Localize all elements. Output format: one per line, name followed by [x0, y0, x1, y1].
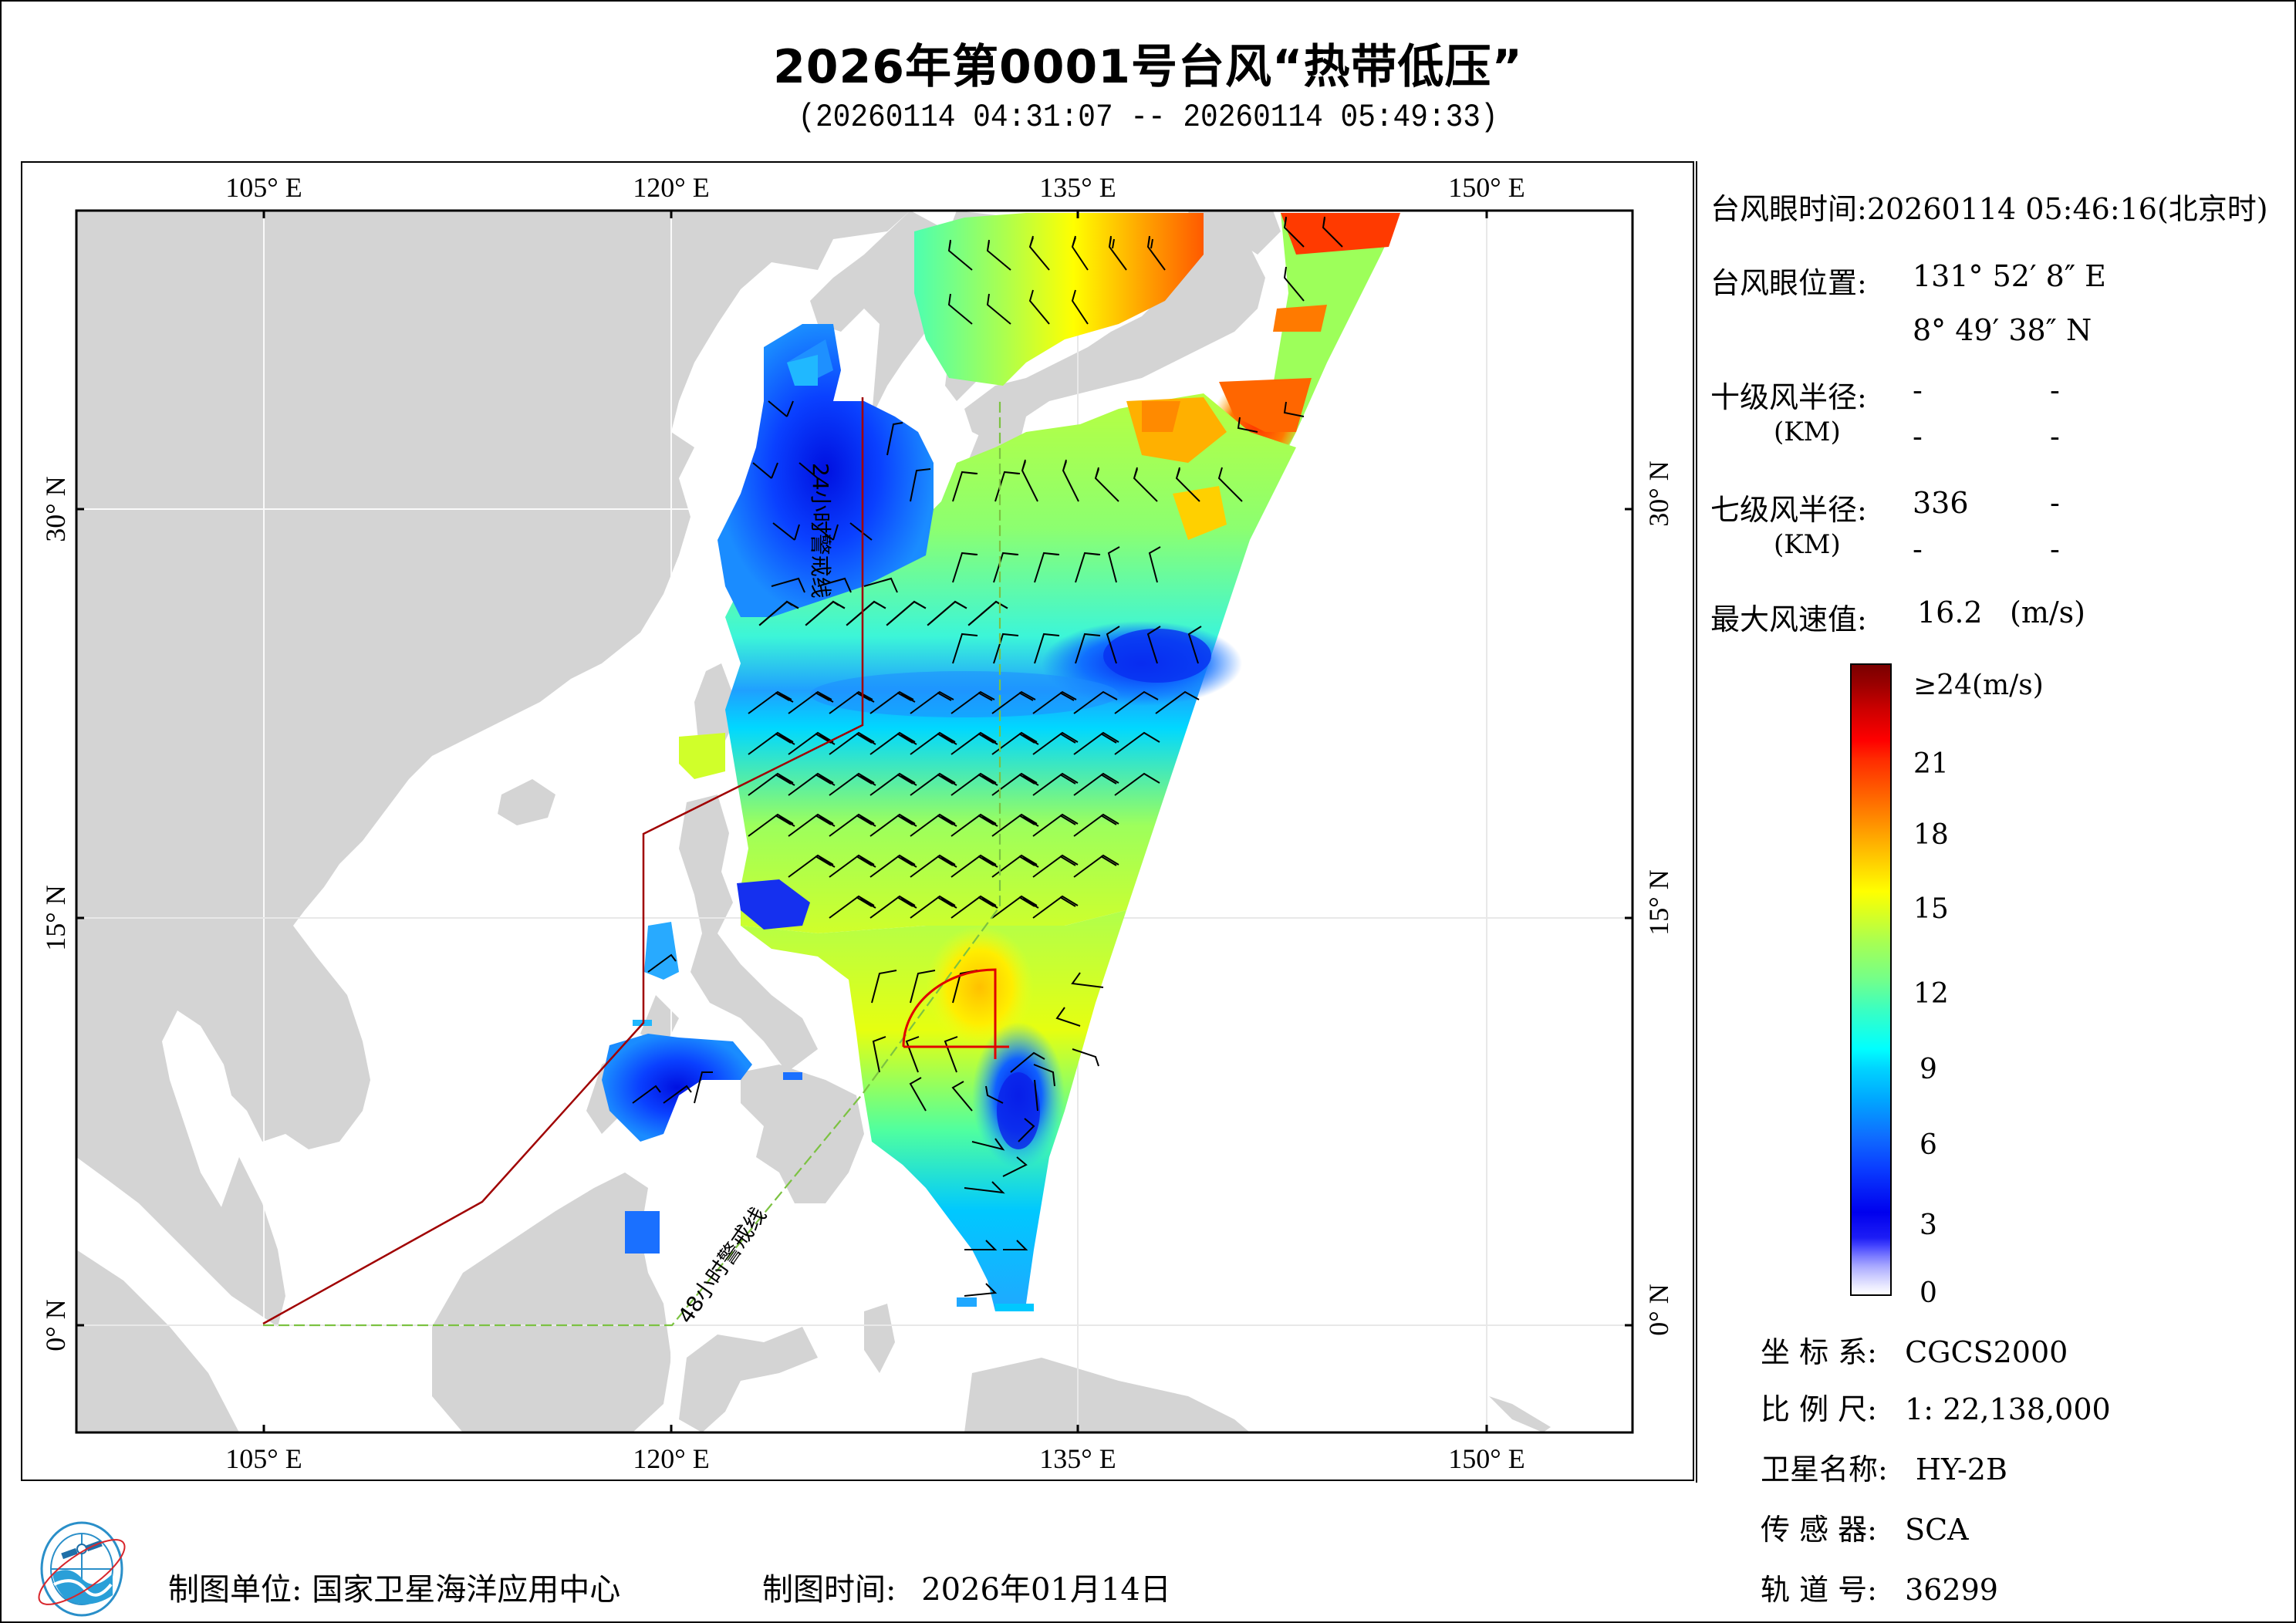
- scale-row: 比 例 尺: 1: 22,138,000: [1761, 1385, 2111, 1428]
- warning-line-48h: [263, 398, 1001, 1327]
- sensor-label: 传 感 器:: [1761, 1513, 1877, 1547]
- lat-label-right-30: 30° N: [1643, 461, 1674, 527]
- r7-value-se: -: [2050, 486, 2060, 520]
- colorbar-tick-18: 18: [1913, 819, 1949, 851]
- producer-label: 制图单位:: [168, 1572, 302, 1608]
- warning-line-24h: [262, 397, 864, 1325]
- barb-grid-ne: [748, 690, 1200, 919]
- observation-time-range: (20260114 04:31:07 -- 20260114 05:49:33): [798, 99, 1498, 136]
- satellite-value: HY-2B: [1915, 1453, 2007, 1486]
- barb-row: [758, 600, 1008, 626]
- r7-label: 七级风半径:: [1710, 493, 1867, 527]
- eye-time-value: 20260114 05:46:16(北京时): [1866, 192, 2268, 226]
- barb-grid-north: [947, 216, 1343, 664]
- r7-value-ne: 336: [1913, 486, 1969, 520]
- date-value: 2026年01月14日: [921, 1572, 1171, 1608]
- r7-value-sw: -: [1913, 532, 1923, 566]
- lat-label-right-15: 15° N: [1643, 869, 1674, 936]
- r10-unit: (KM): [1774, 417, 1841, 447]
- colorbar-tick-21: 21: [1913, 748, 1949, 780]
- colorbar-tick-6: 6: [1920, 1129, 1937, 1161]
- eye-longitude: 131° 52′ 8″ E: [1913, 259, 2106, 293]
- max-wind-unit: (m/s): [2010, 596, 2085, 629]
- eye-latitude: 8° 49′ 38″ N: [1913, 313, 2092, 347]
- colorbar-max-label: ≥24(m/s): [1913, 670, 2044, 701]
- scale-label: 比 例 尺:: [1761, 1392, 1877, 1426]
- lon-label-top-150: 150° E: [1448, 172, 1525, 203]
- page-title: 2026年第0001号台风“热带低压”: [773, 40, 1523, 94]
- scale-value: 1: 22,138,000: [1905, 1392, 2111, 1426]
- producer-row: 制图单位: 国家卫星海洋应用中心: [168, 1564, 620, 1609]
- r10-value-ne: -: [1913, 373, 1923, 407]
- lat-label-left-0: 0° N: [40, 1299, 71, 1351]
- orbit-row: 轨 道 号: 36299: [1761, 1566, 1998, 1608]
- max-wind-label: 最大风速值:: [1710, 602, 1867, 636]
- r10-value-se: -: [2050, 373, 2060, 407]
- colorbar-tick-0: 0: [1920, 1277, 1937, 1309]
- plot-border: [75, 209, 1634, 1434]
- colorbar-tick-15: 15: [1913, 893, 1949, 925]
- r7-value-nw: -: [2050, 532, 2060, 566]
- r10-label: 十级风半径:: [1710, 380, 1867, 414]
- plot-area: [76, 211, 1633, 1432]
- date-row: 制图时间: 2026年01月14日: [762, 1564, 1171, 1609]
- barb-grid-west: [632, 400, 931, 1104]
- eye-time-label: 台风眼时间:: [1710, 192, 1867, 226]
- axis-ticks: [76, 211, 1633, 1432]
- wind-speed-colorbar: [1850, 663, 1892, 1296]
- eye-position-label: 台风眼位置:: [1710, 266, 1867, 300]
- lon-label-bottom-105: 105° E: [225, 1443, 302, 1474]
- nsoas-logo-icon: [38, 1521, 126, 1617]
- warning-line-24h-label: 24小时警戒线: [808, 463, 833, 599]
- orbit-label: 轨 道 号:: [1761, 1573, 1877, 1607]
- orbit-value: 36299: [1905, 1573, 1998, 1607]
- r7-unit: (KM): [1774, 529, 1841, 560]
- wind-radius-quadrant: [902, 968, 1009, 1059]
- panel-divider: [1696, 161, 1697, 1483]
- colorbar-tick-3: 3: [1920, 1210, 1937, 1241]
- max-wind-value: 16.2: [1917, 596, 1983, 629]
- lat-label-right-0: 0° N: [1643, 1284, 1674, 1336]
- r10-value-nw: -: [2050, 420, 2060, 454]
- colorbar-tick-12: 12: [1913, 978, 1949, 1010]
- crs-label: 坐 标 系:: [1761, 1335, 1877, 1369]
- map-frame: [21, 161, 1694, 1481]
- lat-label-left-30: 30° N: [40, 476, 71, 542]
- colorbar-tick-9: 9: [1920, 1054, 1937, 1085]
- lon-label-bottom-135: 135° E: [1039, 1443, 1116, 1474]
- date-label: 制图时间:: [762, 1572, 896, 1608]
- wind-barbs: [758, 600, 1008, 626]
- lat-label-left-15: 15° N: [40, 885, 71, 951]
- producer-value: 国家卫星海洋应用中心: [312, 1572, 621, 1608]
- lon-label-bottom-150: 150° E: [1448, 1443, 1525, 1474]
- satellite-row: 卫星名称: HY-2B: [1761, 1446, 2007, 1488]
- crs-row: 坐 标 系: CGCS2000: [1761, 1328, 2068, 1371]
- lon-label-top-120: 120° E: [633, 172, 710, 203]
- sensor-row: 传 感 器: SCA: [1761, 1506, 1969, 1548]
- lon-label-top-135: 135° E: [1039, 172, 1116, 203]
- lon-label-top-105: 105° E: [225, 172, 302, 203]
- r10-value-sw: -: [1913, 420, 1923, 454]
- sensor-value: SCA: [1905, 1513, 1969, 1547]
- crs-value: CGCS2000: [1905, 1335, 2068, 1369]
- lon-label-bottom-120: 120° E: [633, 1443, 710, 1474]
- wind-speed-swath: [602, 213, 1400, 1311]
- satellite-label: 卫星名称:: [1761, 1453, 1888, 1486]
